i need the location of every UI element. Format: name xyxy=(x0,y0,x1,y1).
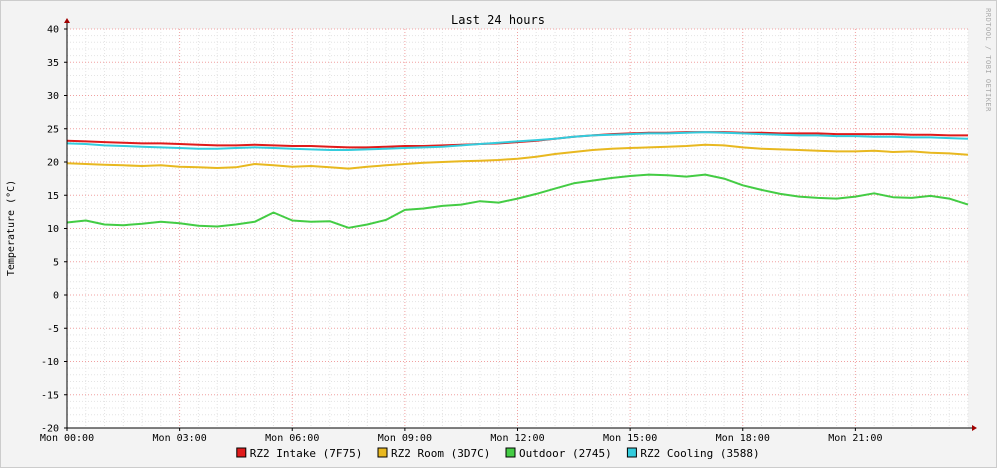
x-tick-label: Mon 15:00 xyxy=(603,433,657,444)
legend-swatch xyxy=(626,447,637,458)
series-line xyxy=(66,131,969,151)
axes-layer xyxy=(64,18,977,431)
x-tick-label: Mon 12:00 xyxy=(490,433,544,444)
y-tick-label: 30 xyxy=(47,91,59,102)
y-axis-arrow xyxy=(64,18,70,23)
major-grid xyxy=(66,28,968,429)
y-tick-labels: -20 -15 -10 -5 0 5 10 15 20 25 30 35 40 xyxy=(41,25,59,435)
series-layer xyxy=(66,131,969,229)
x-tick-label: Mon 21:00 xyxy=(828,433,882,444)
y-tick-label: 35 xyxy=(47,58,59,69)
x-tick-labels: Mon 00:00 Mon 03:00 Mon 06:00 Mon 09:00 Mon … xyxy=(40,433,883,444)
series-line xyxy=(66,173,969,229)
x-axis-arrow xyxy=(972,425,977,431)
watermark-text: RRDTOOL / TOBI OETIKER xyxy=(984,8,992,112)
x-tick-label: Mon 09:00 xyxy=(378,433,432,444)
x-tick-label: Mon 06:00 xyxy=(265,433,319,444)
y-tick-label: -5 xyxy=(47,324,59,335)
legend-label: RZ2 Cooling (3588) xyxy=(640,447,759,460)
legend-label: Outdoor (2745) xyxy=(519,447,612,460)
chart-title: Last 24 hours xyxy=(451,13,545,27)
y-tick-label: -10 xyxy=(41,357,59,368)
legend-label: RZ2 Room (3D7C) xyxy=(391,447,490,460)
y-tick-label: 40 xyxy=(47,25,59,36)
legend-label: RZ2 Intake (7F75) xyxy=(250,447,363,460)
y-tick-label: 5 xyxy=(53,257,59,268)
legend: RZ2 Intake (7F75) RZ2 Room (3D7C) Outdoor … xyxy=(236,447,760,460)
legend-swatch xyxy=(236,447,247,458)
x-tick-label: Mon 03:00 xyxy=(153,433,207,444)
y-tick-label: 0 xyxy=(53,291,59,302)
y-tick-label: -15 xyxy=(41,390,59,401)
legend-swatch xyxy=(377,447,388,458)
y-tick-label: -20 xyxy=(41,424,59,435)
legend-swatch xyxy=(505,447,516,458)
x-tick-label: Mon 18:00 xyxy=(716,433,770,444)
y-tick-label: 10 xyxy=(47,224,59,235)
y-tick-label: 15 xyxy=(47,191,59,202)
y-axis-label: Temperature (°C) xyxy=(6,180,17,276)
y-tick-label: 25 xyxy=(47,124,59,135)
x-tick-label: Mon 00:00 xyxy=(40,433,94,444)
y-tick-label: 20 xyxy=(47,158,59,169)
series-line xyxy=(66,143,969,170)
